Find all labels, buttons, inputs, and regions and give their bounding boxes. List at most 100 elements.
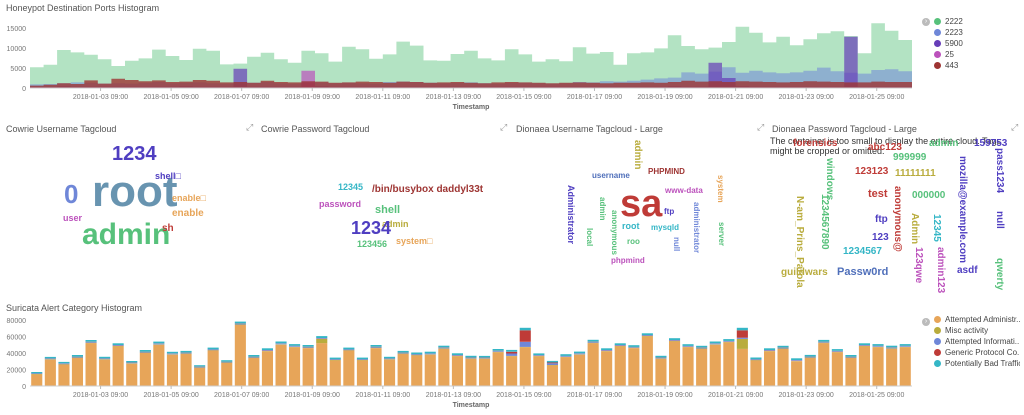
expand-icon[interactable]: ⤢ — [246, 122, 254, 132]
bar-segment[interactable] — [126, 363, 138, 386]
bar-segment[interactable] — [696, 348, 708, 386]
tag-word[interactable]: /bin/busybox daddyl33t — [372, 184, 484, 195]
tag-word[interactable]: server — [717, 222, 726, 247]
tag-word[interactable]: local — [585, 228, 594, 247]
bar-segment[interactable] — [845, 358, 857, 387]
bar-segment[interactable] — [669, 341, 681, 386]
tag-word[interactable]: pass1234 — [994, 148, 1005, 194]
bar-segment[interactable] — [777, 348, 789, 386]
bar-segment[interactable] — [58, 364, 70, 386]
bar-segment[interactable] — [207, 349, 219, 351]
bar-segment[interactable] — [302, 348, 314, 386]
tag-word[interactable]: enable — [172, 208, 204, 219]
bar-segment[interactable] — [221, 361, 233, 363]
bar-segment[interactable] — [194, 367, 206, 386]
series-area-443[interactable] — [30, 78, 912, 88]
bar-segment[interactable] — [831, 351, 843, 352]
tag-word[interactable]: 1234 — [351, 218, 392, 238]
legend-toggle-icon[interactable]: › — [922, 318, 930, 326]
bar-segment[interactable] — [764, 348, 776, 350]
bar-segment[interactable] — [71, 358, 83, 387]
tag-word[interactable]: forensics — [793, 138, 838, 149]
tag-word[interactable]: anonymous@ — [892, 186, 903, 252]
bar-segment[interactable] — [858, 346, 870, 386]
bar-segment[interactable] — [750, 357, 762, 360]
bar-segment[interactable] — [750, 359, 762, 361]
tag-word[interactable]: 12345 — [931, 214, 942, 242]
bar-segment[interactable] — [791, 361, 803, 387]
bar-segment[interactable] — [682, 347, 694, 386]
bar-segment[interactable] — [533, 356, 545, 386]
bar-segment[interactable] — [818, 339, 830, 342]
bar-segment[interactable] — [302, 347, 314, 348]
tag-word[interactable]: 0 — [64, 179, 79, 209]
bar-segment[interactable] — [574, 354, 586, 386]
bar-segment[interactable] — [248, 355, 260, 357]
bar-segment[interactable] — [696, 347, 708, 349]
bar-segment[interactable] — [587, 339, 599, 342]
tag-word[interactable]: sh — [162, 223, 174, 234]
bar-segment[interactable] — [112, 345, 124, 346]
bar-segment[interactable] — [316, 336, 328, 338]
tag-word[interactable]: user — [63, 213, 83, 223]
bar-segment[interactable] — [845, 355, 857, 357]
bar-segment[interactable] — [85, 340, 97, 342]
bar-segment[interactable] — [126, 362, 138, 364]
bar-segment[interactable] — [764, 350, 776, 351]
bar-segment[interactable] — [628, 345, 640, 347]
expand-icon[interactable]: ⤢ — [1011, 122, 1019, 132]
bar-segment[interactable] — [845, 356, 857, 358]
bar-segment[interactable] — [696, 345, 708, 348]
bar-segment[interactable] — [709, 344, 721, 387]
bar-segment[interactable] — [370, 347, 382, 348]
tag-word[interactable]: Admin — [909, 213, 920, 245]
bar-segment[interactable] — [601, 351, 613, 386]
bar-segment[interactable] — [424, 354, 436, 386]
bar-segment[interactable] — [723, 339, 735, 341]
bar-segment[interactable] — [641, 336, 653, 387]
bar-segment[interactable] — [804, 358, 816, 387]
tag-word[interactable]: 11111111 — [895, 168, 936, 179]
bar-segment[interactable] — [99, 359, 111, 386]
bar-segment[interactable] — [126, 361, 138, 363]
tag-word[interactable]: abc123 — [868, 142, 902, 153]
bar-segment[interactable] — [261, 350, 273, 351]
bar-segment[interactable] — [451, 356, 463, 386]
bar-segment[interactable] — [411, 354, 423, 356]
legend-item[interactable]: 5900 — [934, 38, 1019, 49]
bar-segment[interactable] — [872, 346, 884, 347]
tag-word[interactable]: ftp — [875, 214, 888, 225]
bar-segment[interactable] — [356, 359, 368, 360]
bar-segment[interactable] — [44, 356, 56, 359]
tag-word[interactable]: root — [622, 221, 640, 231]
legend-item[interactable]: Misc activity — [934, 325, 1020, 336]
bar-segment[interactable] — [275, 344, 287, 387]
bar-segment[interactable] — [438, 348, 450, 386]
expand-icon[interactable]: ⤢ — [500, 122, 508, 132]
bar-segment[interactable] — [886, 345, 898, 348]
legend-item[interactable]: 2223 — [934, 27, 1019, 38]
legend-toggle-icon[interactable]: › — [922, 18, 930, 26]
bar-segment[interactable] — [479, 357, 491, 359]
bar-segment[interactable] — [899, 346, 911, 347]
bar-segment[interactable] — [180, 350, 192, 353]
bar-segment[interactable] — [451, 353, 463, 355]
bar-segment[interactable] — [736, 339, 748, 349]
tag-word[interactable]: PHPMIND — [648, 167, 685, 176]
tag-word[interactable]: 123 — [872, 232, 889, 243]
bar-segment[interactable] — [397, 352, 409, 354]
bar-segment[interactable] — [574, 351, 586, 354]
bar-segment[interactable] — [397, 353, 409, 386]
tag-word[interactable]: mysqld — [651, 223, 680, 232]
bar-segment[interactable] — [166, 354, 178, 386]
tag-word[interactable]: password — [319, 199, 362, 209]
bar-segment[interactable] — [492, 349, 504, 351]
bar-segment[interactable] — [641, 333, 653, 336]
bar-segment[interactable] — [99, 358, 111, 360]
bar-segment[interactable] — [682, 346, 694, 347]
bar-segment[interactable] — [234, 321, 246, 324]
bar-segment[interactable] — [479, 358, 491, 386]
bar-segment[interactable] — [655, 358, 667, 386]
bar-segment[interactable] — [546, 363, 558, 365]
bar-segment[interactable] — [872, 347, 884, 386]
